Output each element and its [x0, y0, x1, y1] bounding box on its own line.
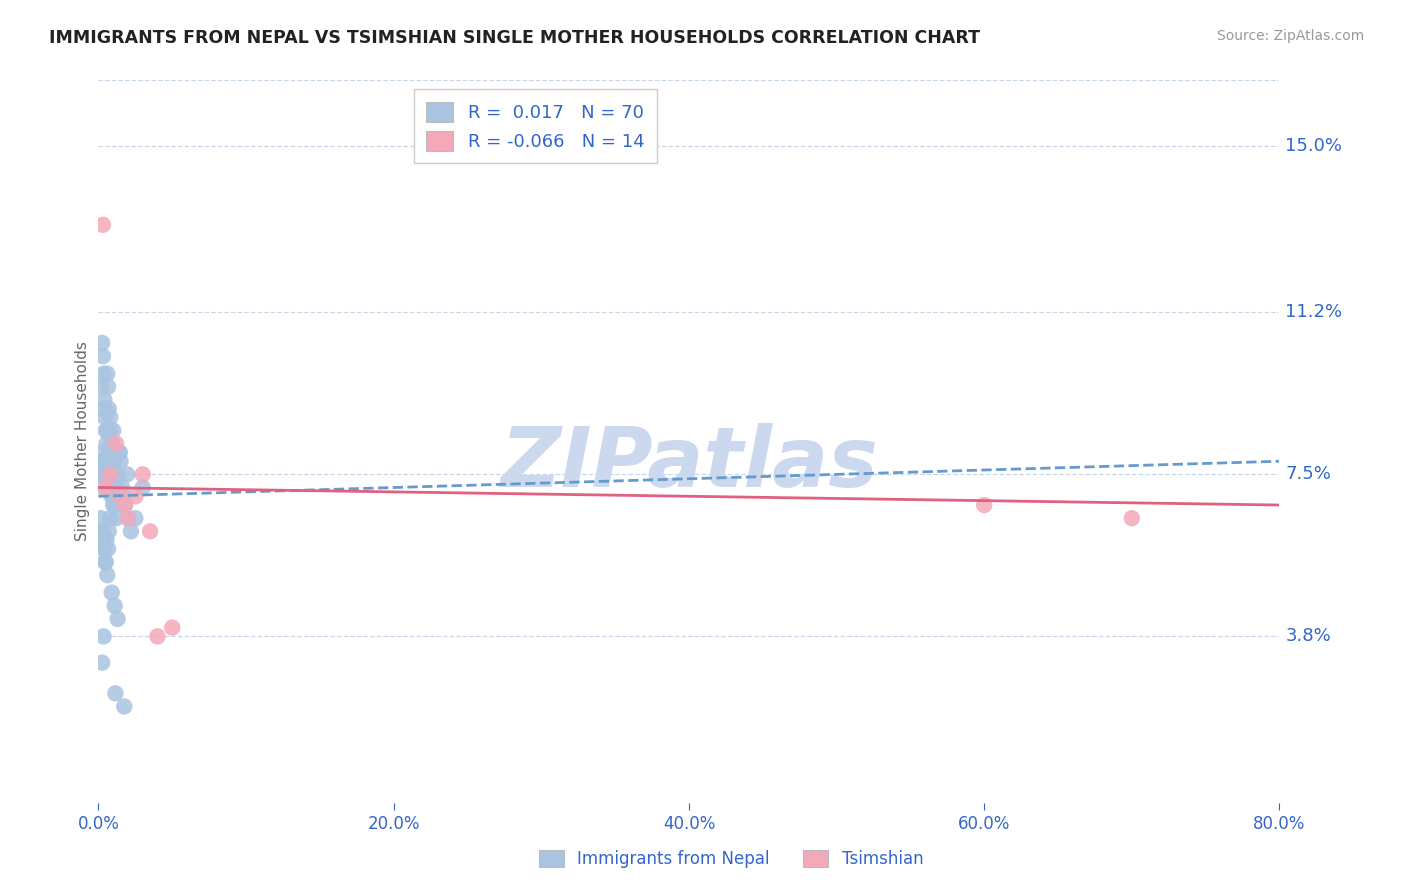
Legend: Immigrants from Nepal, Tsimshian: Immigrants from Nepal, Tsimshian	[533, 843, 929, 875]
Point	[97, 481, 120, 495]
Point	[132, 467, 155, 482]
Point	[98, 467, 121, 482]
Text: IMMIGRANTS FROM NEPAL VS TSIMSHIAN SINGLE MOTHER HOUSEHOLDS CORRELATION CHART: IMMIGRANTS FROM NEPAL VS TSIMSHIAN SINGL…	[49, 29, 980, 46]
Point	[98, 410, 121, 425]
Point	[91, 218, 114, 232]
Point	[89, 467, 111, 482]
Point	[110, 454, 132, 468]
Point	[91, 349, 114, 363]
Text: 7.5%: 7.5%	[1285, 466, 1331, 483]
Point	[93, 392, 115, 407]
Point	[103, 489, 125, 503]
Point	[162, 621, 183, 635]
Point	[94, 481, 117, 495]
Point	[96, 367, 118, 381]
Point	[97, 401, 120, 416]
Point	[97, 380, 120, 394]
Point	[93, 481, 115, 495]
Point	[111, 481, 134, 495]
Point	[110, 489, 132, 503]
Point	[93, 367, 115, 381]
Point	[104, 599, 127, 613]
Point	[94, 424, 117, 438]
Point	[97, 541, 120, 556]
Point	[97, 524, 120, 539]
Point	[90, 380, 112, 394]
Point	[105, 481, 128, 495]
Point	[112, 699, 135, 714]
Point	[108, 445, 131, 459]
Text: 15.0%: 15.0%	[1285, 137, 1343, 155]
Point	[973, 498, 995, 512]
Point	[107, 467, 129, 482]
Point	[90, 445, 112, 459]
Point	[91, 533, 114, 547]
Point	[114, 498, 136, 512]
Point	[91, 656, 114, 670]
Text: ZIPatlas: ZIPatlas	[501, 423, 877, 504]
Point	[124, 511, 146, 525]
Point	[96, 568, 118, 582]
Point	[94, 555, 117, 569]
Point	[103, 424, 125, 438]
Point	[104, 454, 127, 468]
Point	[96, 533, 118, 547]
Point	[91, 524, 114, 539]
Point	[107, 612, 129, 626]
Point	[146, 629, 169, 643]
Point	[94, 410, 117, 425]
Text: 3.8%: 3.8%	[1285, 627, 1331, 646]
Point	[98, 445, 121, 459]
Point	[91, 454, 114, 468]
Point	[98, 467, 121, 482]
Point	[117, 511, 139, 525]
Point	[94, 467, 117, 482]
Point	[97, 481, 120, 495]
Point	[120, 524, 142, 539]
Point	[103, 498, 125, 512]
Point	[93, 541, 115, 556]
Point	[101, 436, 124, 450]
Point	[93, 401, 115, 416]
Point	[94, 555, 117, 569]
Point	[117, 511, 139, 525]
Text: 11.2%: 11.2%	[1285, 303, 1343, 321]
Point	[108, 445, 131, 459]
Point	[96, 436, 118, 450]
Y-axis label: Single Mother Households: Single Mother Households	[75, 342, 90, 541]
Point	[96, 467, 118, 482]
Point	[98, 511, 121, 525]
Point	[139, 524, 162, 539]
Point	[124, 489, 146, 503]
Point	[104, 686, 127, 700]
Point	[105, 511, 128, 525]
Point	[96, 424, 118, 438]
Point	[98, 424, 121, 438]
Point	[93, 541, 115, 556]
Point	[114, 498, 136, 512]
Point	[91, 336, 114, 351]
Point	[112, 489, 135, 503]
Point	[100, 489, 122, 503]
Point	[103, 454, 125, 468]
Point	[94, 454, 117, 468]
Text: Source: ZipAtlas.com: Source: ZipAtlas.com	[1216, 29, 1364, 43]
Point	[90, 511, 112, 525]
Point	[100, 585, 122, 599]
Point	[100, 436, 122, 450]
Point	[105, 436, 128, 450]
Point	[104, 498, 127, 512]
Point	[100, 467, 122, 482]
Legend: R =  0.017   N = 70, R = -0.066   N = 14: R = 0.017 N = 70, R = -0.066 N = 14	[413, 89, 657, 163]
Point	[115, 467, 138, 482]
Point	[90, 524, 112, 539]
Point	[1121, 511, 1143, 525]
Point	[132, 481, 155, 495]
Point	[93, 629, 115, 643]
